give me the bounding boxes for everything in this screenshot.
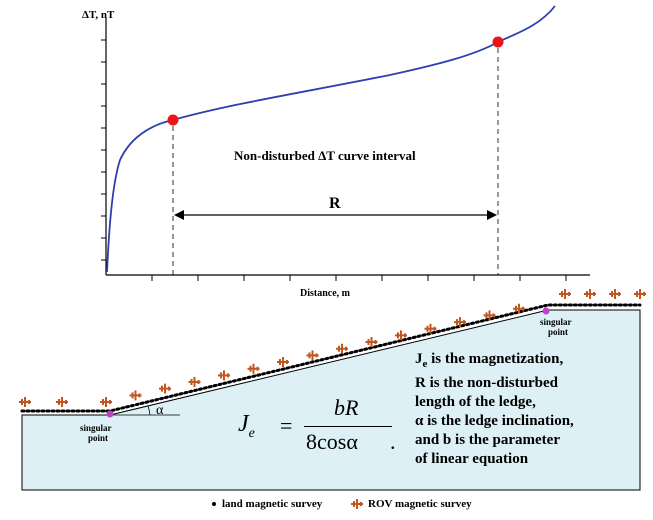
ledge-diagram: α singular point singular point [19, 289, 646, 491]
angle-label: α [156, 403, 164, 418]
legend-land-label: land magnetic survey [222, 498, 323, 510]
singular-point-right-label: singular point [540, 317, 574, 337]
description-line-5: and b is the parameter [415, 432, 560, 448]
y-axis-ticks [101, 39, 106, 261]
formula-lhs-subscript: e [248, 425, 255, 441]
interval-start-marker [167, 114, 179, 126]
description-line-6: of linear equation [415, 451, 529, 467]
description-line-2: R is the non-disturbed [415, 375, 558, 391]
formula-denominator: 8cosα [306, 429, 358, 454]
interval-end-marker [492, 36, 504, 48]
x-axis-ticks [151, 275, 567, 281]
rov-marker [483, 310, 496, 321]
singular-point-left-line2: point [88, 433, 108, 443]
rov-marker [559, 289, 571, 299]
interval-label: Non-disturbed ΔT curve interval [234, 148, 416, 163]
rov-marker [454, 317, 466, 328]
land-survey-dot-icon [212, 502, 216, 507]
legend-rov-item: ROV magnetic survey [350, 498, 472, 510]
legend: land magnetic survey ROV magnetic survey [0, 494, 653, 516]
rov-marker [424, 323, 437, 334]
legend-rov-label: ROV magnetic survey [368, 498, 472, 510]
description-line-4: α is the ledge inclination, [415, 413, 574, 429]
angle-arc [147, 405, 151, 416]
description-block: Je is the magnetization, R is the non-di… [415, 350, 635, 469]
formula-lhs: Je [238, 411, 255, 442]
formula-numerator: bR [334, 395, 359, 420]
rov-survey-markers [19, 289, 646, 407]
top-chart: ΔT, nT Distance, m R Non-disturbed ΔT cu… [82, 5, 590, 299]
rov-marker [218, 370, 230, 381]
rov-marker [247, 363, 260, 374]
rov-marker [609, 289, 621, 299]
formula-fraction-bar [304, 426, 392, 428]
formula-equals: = [280, 413, 293, 438]
legend-land-item: land magnetic survey [212, 498, 322, 510]
description-line-3: length of the ledge, [415, 394, 536, 410]
rov-marker [277, 357, 289, 368]
formula-period: . [390, 429, 396, 454]
rov-marker [365, 337, 378, 348]
rov-plane-icon [351, 499, 363, 510]
singular-point-right-marker [542, 307, 550, 315]
rov-marker [513, 303, 525, 314]
range-arrow [174, 210, 497, 220]
rov-marker [19, 397, 31, 407]
singular-point-right-line1: singular [540, 317, 572, 327]
singular-point-left-marker [106, 410, 114, 418]
rov-marker [336, 343, 348, 354]
range-label: R [329, 195, 341, 212]
rov-marker [634, 289, 646, 299]
formula-lhs-symbol: J [238, 411, 249, 437]
x-axis-label: Distance, m [300, 288, 351, 299]
singular-point-left-line1: singular [80, 423, 112, 433]
singular-point-right-line2: point [548, 327, 568, 337]
singular-point-left-label: singular point [80, 423, 114, 443]
rov-marker [100, 397, 112, 407]
rov-marker [306, 350, 319, 361]
magnetization-formula: Je = bR 8cosα . [238, 395, 398, 465]
delta-t-curve [106, 5, 556, 273]
rov-marker [129, 390, 142, 401]
rov-marker [395, 330, 407, 341]
rov-marker [584, 289, 596, 299]
description-line-1: Je is the magnetization, [415, 351, 564, 370]
rov-marker [56, 397, 68, 407]
land-survey-line [20, 303, 642, 413]
y-axis-label: ΔT, nT [82, 9, 115, 21]
rov-marker [159, 383, 171, 394]
rov-marker [188, 377, 201, 388]
